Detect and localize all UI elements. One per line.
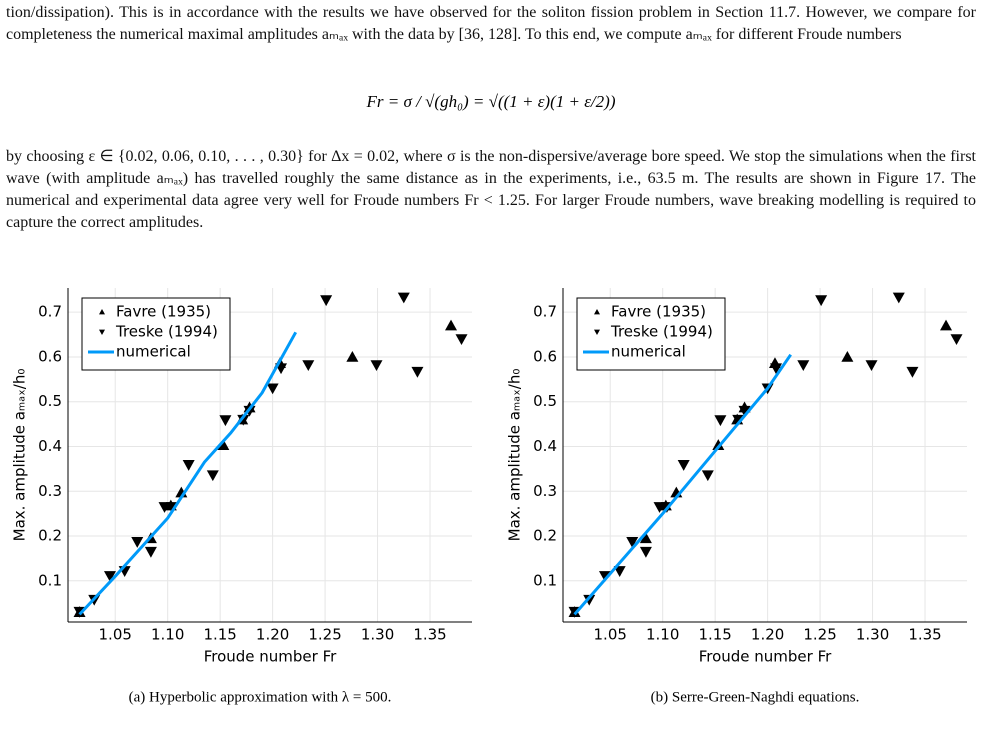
chart: 1.05 1.10 1.15 1.20 1.25 1.30 1.35 0.1 0.2 0.3 0.4…: [506, 288, 967, 705]
y-tick-label: 0.6: [533, 347, 557, 365]
marker: [237, 414, 250, 426]
y-tick-label: 0.2: [38, 527, 62, 545]
marker: [206, 470, 219, 482]
marker: [906, 366, 919, 378]
legend-swatch: [594, 309, 600, 315]
marker: [815, 295, 828, 307]
y-tick-label: 0.2: [533, 527, 557, 545]
marker: [397, 292, 410, 304]
marker: [144, 546, 157, 558]
paragraph: tion/dissipation). This is in accordance…: [6, 4, 976, 43]
x-tick-label: 1.35: [413, 626, 446, 644]
y-axis-label: Max. amplitude aₘₐₓ/h₀: [11, 369, 29, 542]
x-tick-label: 1.20: [751, 626, 784, 644]
x-tick-label: 1.15: [698, 626, 731, 644]
y-axis-label: Max. amplitude aₘₐₓ/h₀: [506, 369, 524, 542]
figure: 1.05 1.10 1.15 1.20 1.25 1.30 1.35 0.1 0.2 0.3 0.4…: [11, 288, 967, 705]
x-tick-label: 1.20: [256, 626, 289, 644]
marker: [770, 363, 783, 375]
marker: [182, 460, 195, 471]
equation: Fr = σ / √(gh₀) = √((1 + ε)(1 + ε/2)): [366, 92, 616, 111]
y-tick-label: 0.6: [38, 347, 62, 365]
legend-box: [576, 297, 726, 371]
marker: [892, 292, 905, 304]
marker: [639, 546, 652, 558]
caption: (a) Hyperbolic approximation with λ = 50…: [129, 689, 392, 705]
y-tick-label: 0.3: [533, 482, 557, 500]
x-tick-label: 1.35: [908, 626, 941, 644]
x-tick-label: 1.15: [203, 626, 236, 644]
marker: [302, 360, 315, 372]
marker: [712, 439, 725, 450]
marker: [714, 415, 727, 427]
legend-label: numerical: [611, 343, 686, 361]
marker: [445, 319, 458, 331]
y-tick-label: 0.5: [533, 392, 557, 410]
marker: [583, 594, 596, 606]
y-tick-label: 0.4: [38, 437, 62, 455]
legend-label: numerical: [116, 343, 191, 361]
marker: [950, 334, 963, 346]
legend-box: [81, 297, 231, 371]
x-tick-label: 1.10: [151, 626, 184, 644]
marker: [131, 537, 144, 548]
legend-swatch: [99, 329, 105, 335]
y-tick-label: 0.5: [38, 392, 62, 410]
marker: [411, 366, 424, 378]
marker: [639, 532, 652, 544]
marker: [266, 383, 279, 395]
x-tick-label: 1.25: [803, 626, 836, 644]
y-tick-label: 0.1: [533, 571, 557, 589]
y-tick-label: 0.3: [38, 482, 62, 500]
x-tick-label: 1.05: [99, 626, 132, 644]
marker: [346, 350, 359, 362]
marker: [701, 470, 714, 482]
y-tick-label: 0.7: [533, 303, 557, 321]
x-axis-label: Froude number Fr: [204, 648, 337, 666]
y-tick-label: 0.7: [38, 303, 62, 321]
x-tick-label: 1.30: [361, 626, 394, 644]
marker: [320, 295, 333, 307]
marker: [455, 334, 468, 346]
x-tick-label: 1.10: [646, 626, 679, 644]
legend-label: Treske (1994): [115, 323, 218, 341]
marker: [865, 360, 878, 372]
legend-label: Favre (1935): [116, 303, 211, 321]
legend-label: Treske (1994): [610, 323, 713, 341]
marker: [103, 571, 116, 582]
marker: [613, 566, 626, 577]
marker: [370, 360, 383, 372]
marker: [841, 350, 854, 362]
x-tick-label: 1.05: [594, 626, 627, 644]
chart: 1.05 1.10 1.15 1.20 1.25 1.30 1.35 0.1 0.2 0.3 0.4…: [11, 288, 472, 705]
line: [78, 331, 298, 616]
marker: [738, 405, 751, 417]
legend-swatch: [594, 329, 600, 335]
marker: [217, 439, 230, 450]
y-tick-label: 0.4: [533, 437, 557, 455]
paragraph: by choosing ε ∈ {0.02, 0.06, 0.10, . . .…: [6, 148, 976, 231]
marker: [598, 571, 611, 582]
marker: [219, 415, 232, 427]
x-axis-label: Froude number Fr: [699, 648, 832, 666]
line: [573, 353, 792, 616]
legend-label: Favre (1935): [611, 303, 706, 321]
y-tick-label: 0.1: [38, 571, 62, 589]
marker: [626, 537, 639, 548]
legend-swatch: [99, 309, 105, 315]
caption: (b) Serre-Green-Naghdi equations.: [651, 689, 860, 705]
x-tick-label: 1.25: [308, 626, 341, 644]
marker: [940, 319, 953, 331]
x-tick-label: 1.30: [856, 626, 889, 644]
marker: [677, 460, 690, 471]
marker: [797, 360, 810, 372]
